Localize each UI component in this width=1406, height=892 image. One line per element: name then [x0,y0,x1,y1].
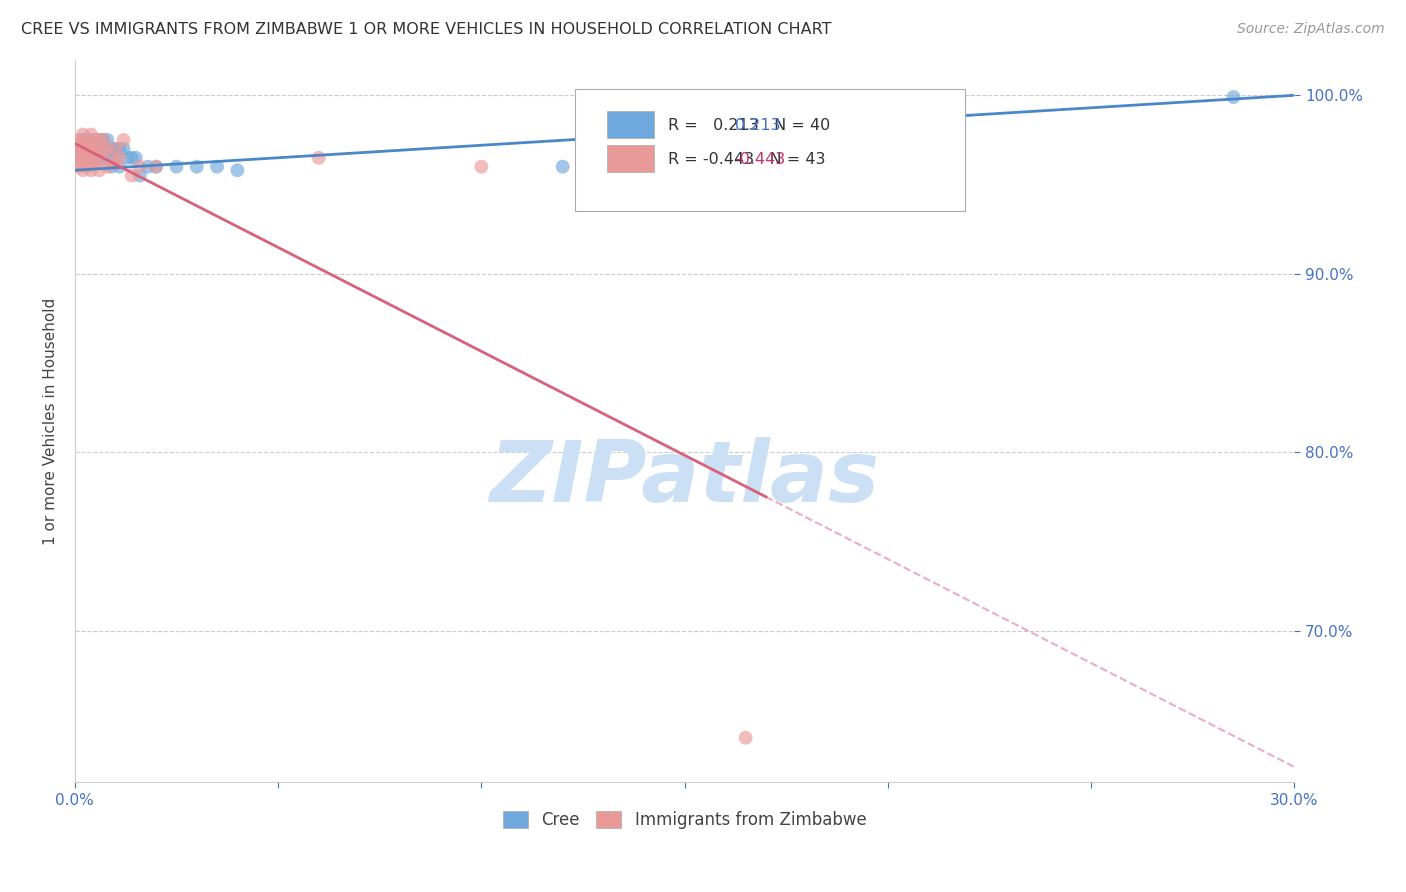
Text: CREE VS IMMIGRANTS FROM ZIMBABWE 1 OR MORE VEHICLES IN HOUSEHOLD CORRELATION CHA: CREE VS IMMIGRANTS FROM ZIMBABWE 1 OR MO… [21,22,831,37]
Point [100,160,122,174]
Point [117,151,139,165]
Text: R = -0.443   N = 43: R = -0.443 N = 43 [668,152,825,167]
Point [80,163,103,178]
Point [145,160,167,174]
Point [67,133,90,147]
Point [84,156,107,170]
Point [91,133,114,147]
Point [100,142,122,156]
Point [734,731,756,745]
Y-axis label: 1 or more Vehicles in Household: 1 or more Vehicles in Household [44,297,58,545]
Point [96,133,118,147]
FancyBboxPatch shape [606,145,654,171]
Point [308,151,330,165]
Point [89,133,111,147]
Point [104,142,127,156]
Point [84,151,107,165]
Text: R =   0.213   N = 40: R = 0.213 N = 40 [668,118,830,133]
Point [89,163,111,178]
Point [76,133,98,147]
Point [76,151,98,165]
Point [136,160,159,174]
FancyBboxPatch shape [606,111,654,137]
Point [89,133,111,147]
Point [470,160,492,174]
Point [80,151,103,165]
Point [84,133,107,147]
Point [108,151,131,165]
Point [673,160,696,174]
Point [72,128,94,142]
Point [96,151,118,165]
Point [91,151,114,165]
Point [91,142,114,156]
Point [121,169,143,183]
Legend: Cree, Immigrants from Zimbabwe: Cree, Immigrants from Zimbabwe [496,804,873,836]
Point [205,160,228,174]
Point [84,142,107,156]
Point [72,153,94,167]
Point [72,145,94,160]
Point [104,156,127,170]
Point [100,156,122,170]
Point [76,151,98,165]
Point [72,142,94,156]
Point [76,142,98,156]
Text: ZIPatlas: ZIPatlas [489,437,880,520]
Point [80,133,103,147]
Point [125,151,148,165]
Point [165,160,187,174]
Point [673,160,696,174]
Point [128,169,150,183]
Point [84,145,107,160]
Text: -0.443: -0.443 [734,152,786,167]
Point [89,153,111,167]
Point [89,142,111,156]
Point [108,160,131,174]
Point [80,156,103,170]
Point [80,142,103,156]
Point [67,142,90,156]
Point [72,133,94,147]
FancyBboxPatch shape [575,88,965,211]
Point [67,151,90,165]
Point [108,142,131,156]
Point [145,160,167,174]
Point [67,145,90,160]
Point [89,151,111,165]
Point [67,151,90,165]
Point [226,163,249,178]
Point [72,138,94,153]
Text: Source: ZipAtlas.com: Source: ZipAtlas.com [1237,22,1385,37]
Point [80,138,103,153]
Point [76,133,98,147]
Point [96,160,118,174]
Point [67,138,90,153]
Point [80,128,103,142]
Point [112,142,135,156]
Point [112,133,135,147]
Point [91,133,114,147]
Point [104,151,127,165]
Point [76,160,98,174]
Point [1222,90,1244,104]
Point [84,133,107,147]
Point [186,160,208,174]
Point [67,156,90,170]
Point [80,145,103,160]
Point [121,151,143,165]
Point [72,163,94,178]
Point [551,160,574,174]
Text: 0.213: 0.213 [734,118,780,133]
Point [128,160,150,174]
Point [89,142,111,156]
Point [96,142,118,156]
Point [67,160,90,174]
Point [91,145,114,160]
Point [104,142,127,156]
